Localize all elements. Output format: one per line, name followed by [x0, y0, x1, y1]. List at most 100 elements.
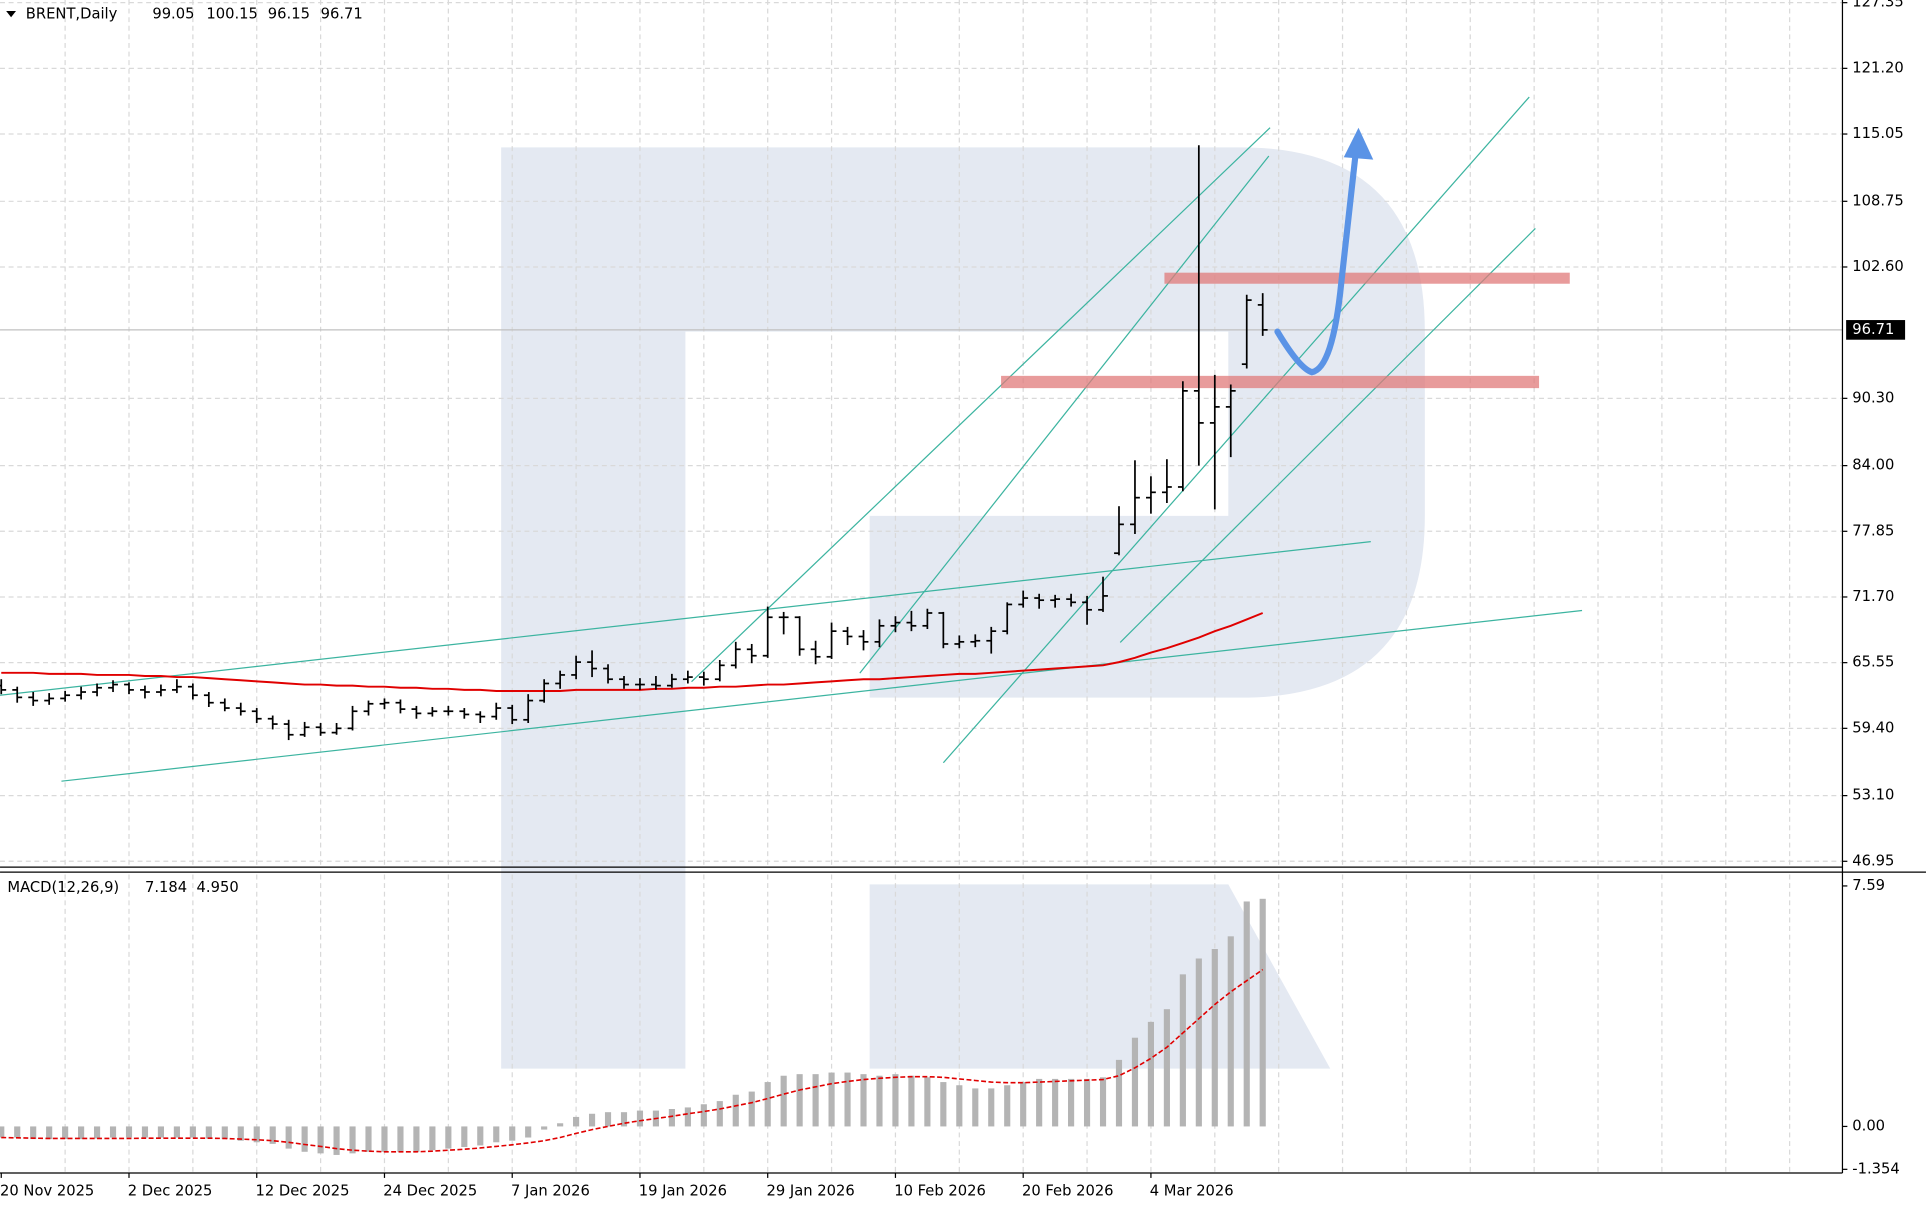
- trend-line: [859, 155, 1270, 674]
- menu-triangle[interactable]: [6, 11, 16, 18]
- annotations: [0, 96, 1583, 782]
- ohlc-bar: [124, 682, 134, 695]
- y-tick-label: 65.55: [1852, 654, 1894, 671]
- ohlc-bar: [427, 706, 438, 717]
- histogram-bar: [972, 1088, 979, 1127]
- ohlc-bar: [1209, 374, 1220, 510]
- ohlc-bar: [810, 640, 821, 665]
- histogram-bar: [397, 1126, 404, 1152]
- histogram-bar: [780, 1075, 787, 1127]
- histogram-bar: [1211, 948, 1218, 1127]
- histogram-bar: [860, 1074, 867, 1127]
- ohlc-bar: [0, 679, 7, 695]
- histogram-bar: [461, 1126, 468, 1148]
- support-zone: [1001, 375, 1540, 389]
- axes: 127.35 121.20 115.05 108.75 102.60 90.30 84.00…: [0, 0, 1906, 1199]
- histogram-bar: [30, 1126, 37, 1140]
- y-tick-label: 84.00: [1852, 457, 1894, 474]
- ohlc-bar: [666, 673, 677, 688]
- histogram-bar: [93, 1126, 101, 1139]
- ohlc-bar: [491, 702, 502, 720]
- trend-line: [61, 609, 1583, 782]
- ohlc-bar: [379, 698, 390, 710]
- ohlc-bar: [954, 635, 965, 649]
- histogram-bar: [221, 1126, 228, 1140]
- plot: [0, 145, 1268, 1155]
- ohlc-bar: [890, 616, 901, 633]
- ohlc-bar: [1177, 381, 1188, 492]
- histogram-bar: [557, 1123, 564, 1127]
- ohlc-bar: [539, 679, 550, 703]
- ohlc-bar: [874, 619, 885, 648]
- high-value: 100.15: [206, 6, 258, 23]
- trend-line: [1119, 228, 1536, 643]
- histogram-bar: [78, 1126, 85, 1140]
- forecast-arrow: [1274, 127, 1374, 376]
- y-tick-label: 71.70: [1852, 588, 1894, 605]
- histogram-bar: [1131, 1037, 1139, 1127]
- histogram-bar: [46, 1126, 53, 1140]
- histogram-bar: [573, 1116, 580, 1127]
- resistance-zone: [1164, 272, 1570, 284]
- histogram-bar: [269, 1126, 276, 1144]
- ohlc-bar: [1034, 593, 1045, 609]
- x-tick-label: 12 Dec 2025: [256, 1182, 350, 1199]
- histogram-bar: [1068, 1078, 1075, 1127]
- histogram-bar: [1179, 974, 1186, 1127]
- histogram-bar: [828, 1072, 835, 1127]
- ohlc-bar: [842, 626, 853, 646]
- low-value: 96.15: [268, 6, 310, 23]
- last-price-box: [1846, 320, 1906, 340]
- histogram-bar: [509, 1126, 516, 1141]
- x-tick-label: 2 Dec 2025: [128, 1182, 213, 1199]
- ohlc-bar: [1130, 460, 1140, 534]
- histogram-bar: [620, 1112, 628, 1127]
- ohlc-bar: [1066, 593, 1077, 607]
- histogram-bar: [1195, 958, 1202, 1127]
- arrow-path: [1274, 146, 1360, 376]
- y-tick-label: -1.354: [1852, 1160, 1899, 1177]
- y-tick-label: 59.40: [1852, 719, 1894, 736]
- y-tick-label: 127.35: [1852, 0, 1904, 11]
- histogram-bar: [588, 1113, 596, 1127]
- ohlc-bar: [347, 705, 358, 731]
- histogram-bar: [1259, 898, 1266, 1127]
- ohlc-bar: [826, 622, 837, 659]
- histogram-bar: [988, 1088, 995, 1127]
- ohlc-bar: [411, 705, 422, 719]
- histogram-bar: [125, 1126, 133, 1138]
- histogram-bar: [429, 1126, 436, 1151]
- signal-value: 4.950: [197, 879, 239, 896]
- y-tick-label: 77.85: [1852, 522, 1894, 539]
- histogram-bar: [1163, 1009, 1170, 1127]
- histogram-bar: [924, 1077, 931, 1127]
- ohlc-bar: [986, 626, 997, 654]
- ohlc-bar: [156, 684, 166, 697]
- ohlc-bar: [140, 685, 150, 699]
- histogram-bar: [604, 1112, 612, 1127]
- histogram-bar: [301, 1126, 308, 1152]
- histogram-bar: [317, 1126, 324, 1154]
- ohlc-bar: [587, 650, 597, 678]
- x-tick-label: 4 Mar 2026: [1150, 1182, 1234, 1199]
- ohlc-bar: [635, 678, 645, 690]
- ohlc-bar: [251, 708, 262, 723]
- histogram-bar: [349, 1126, 356, 1154]
- ohlc-bar: [571, 655, 582, 680]
- trend-line: [691, 127, 1271, 683]
- ohlc-bar: [1098, 576, 1108, 612]
- ohlc-bar: [1193, 145, 1204, 466]
- ohlc-bar: [76, 686, 87, 700]
- ohlc-bar: [299, 721, 310, 737]
- histogram-bar: [285, 1126, 292, 1149]
- ohlc-bar: [730, 641, 741, 669]
- histogram-bar: [333, 1126, 340, 1155]
- ohlc-bar: [651, 676, 661, 690]
- ohlc-bar: [315, 722, 326, 736]
- histogram-bar: [157, 1126, 165, 1138]
- histogram-bar: [253, 1126, 260, 1143]
- moving-average: [1, 612, 1264, 692]
- histogram-bar: [892, 1074, 899, 1127]
- ohlc-bar: [219, 698, 230, 712]
